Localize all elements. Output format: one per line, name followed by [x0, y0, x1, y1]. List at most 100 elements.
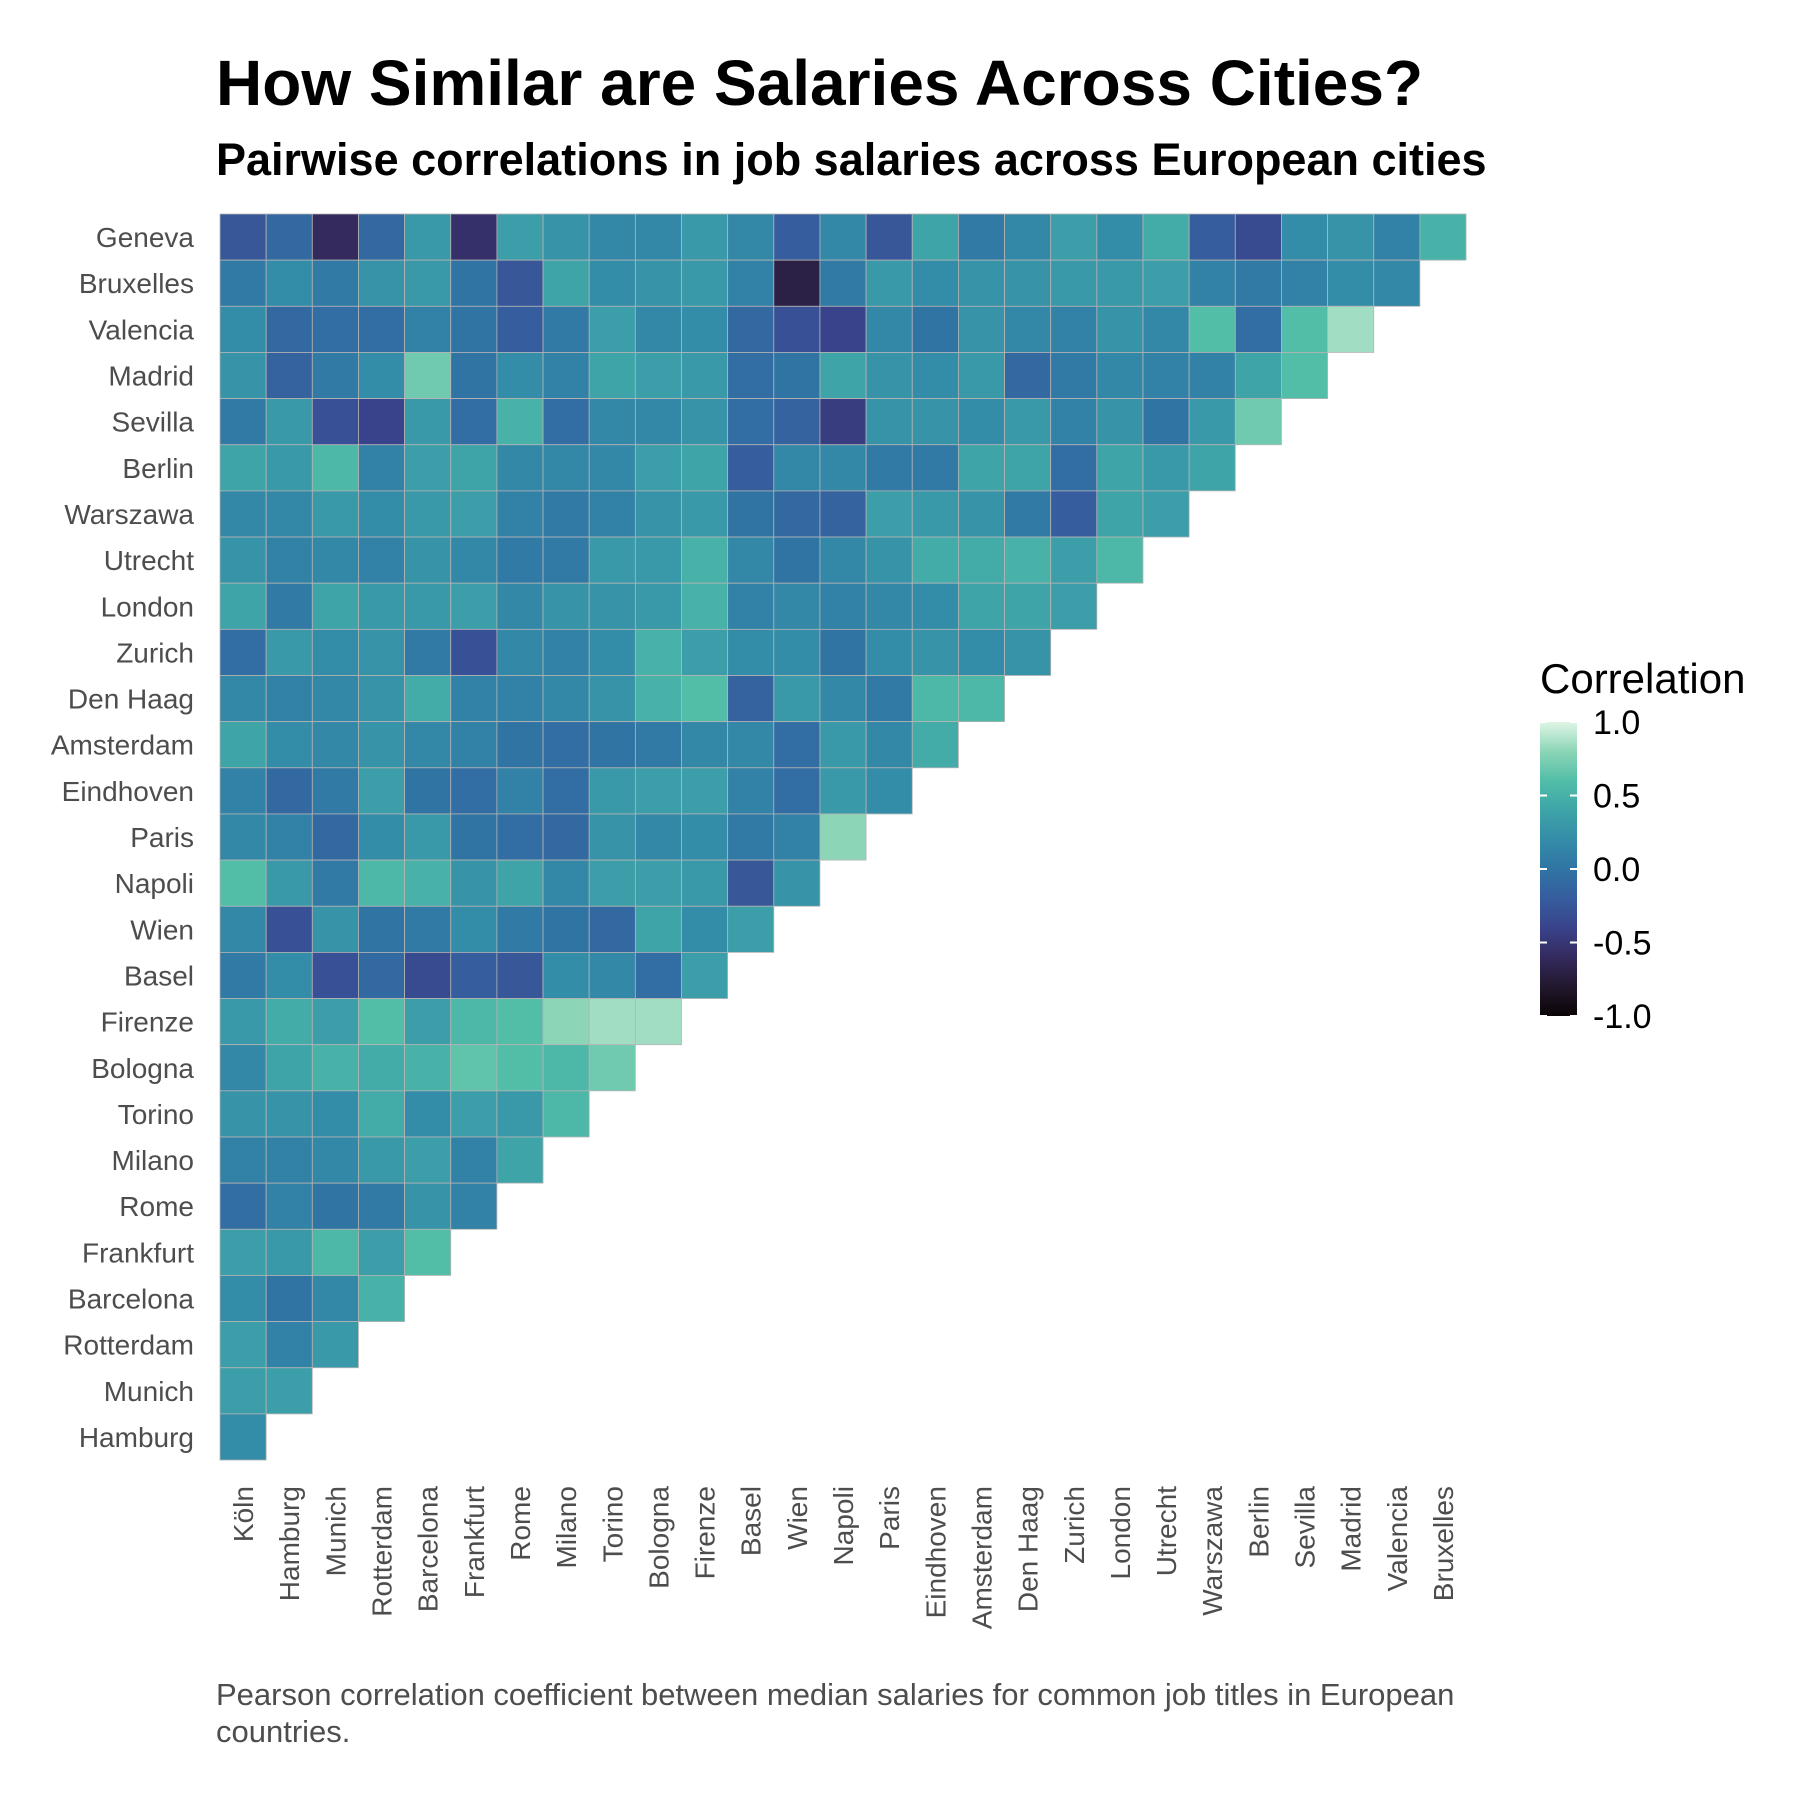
heatmap-cell — [311, 259, 359, 307]
heatmap-cell — [311, 1136, 359, 1184]
heatmap-cell — [727, 905, 775, 953]
heatmap-cell — [773, 628, 821, 676]
heatmap-cell — [727, 352, 775, 400]
heatmap-cell — [265, 675, 313, 723]
heatmap-cell — [634, 490, 682, 538]
heatmap-cell — [958, 675, 1005, 723]
heatmap-cell — [1188, 352, 1236, 400]
heatmap-cell — [958, 305, 1005, 353]
heatmap-cell — [311, 998, 359, 1046]
heatmap-cell — [865, 582, 913, 630]
heatmap-cell — [1096, 444, 1144, 492]
heatmap-cell — [1142, 259, 1190, 307]
heatmap-cell — [1234, 259, 1282, 307]
heatmap-cell — [450, 1182, 498, 1230]
x-tick-label: Paris — [874, 1486, 905, 1550]
heatmap-cell — [358, 259, 406, 307]
heatmap-cell — [958, 490, 1005, 538]
y-tick-label: Utrecht — [104, 545, 194, 576]
heatmap-cell — [773, 813, 821, 861]
heatmap-cell — [681, 536, 729, 584]
heatmap-cell — [404, 1136, 452, 1184]
heatmap-cell — [681, 444, 729, 492]
heatmap-cell — [911, 444, 959, 492]
heatmap-cell — [727, 444, 775, 492]
heatmap-cell — [358, 398, 406, 446]
heatmap-cell — [219, 213, 267, 261]
heatmap-cell — [404, 490, 452, 538]
heatmap-cell — [588, 1044, 636, 1092]
heatmap-cell — [219, 1044, 267, 1092]
chart-title: How Similar are Salaries Across Cities? — [216, 47, 1424, 119]
heatmap-cell — [219, 305, 267, 353]
y-tick-label: Sevilla — [112, 407, 195, 438]
heatmap-cell — [1234, 305, 1282, 353]
heatmap-cell — [496, 490, 544, 538]
heatmap-cell — [450, 1090, 498, 1138]
heatmap-cell — [634, 305, 682, 353]
heatmap-cell — [1142, 444, 1190, 492]
heatmap-cell — [450, 398, 498, 446]
x-tick-label: Sevilla — [1290, 1486, 1321, 1569]
heatmap-cell — [358, 813, 406, 861]
heatmap-cell — [358, 952, 406, 999]
heatmap-cell — [450, 490, 498, 538]
heatmap-cell — [311, 352, 359, 400]
heatmap-cell — [450, 582, 498, 630]
heatmap-cell — [219, 952, 267, 999]
y-tick-label: Geneva — [96, 222, 194, 253]
heatmap-cell — [911, 259, 959, 307]
heatmap-cell — [542, 905, 590, 953]
heatmap-cell — [311, 1044, 359, 1092]
heatmap-cell — [450, 675, 498, 723]
heatmap-cell — [588, 536, 636, 584]
y-tick-label: Warszawa — [64, 499, 194, 530]
y-tick-label: Madrid — [108, 361, 194, 392]
heatmap-cell — [542, 582, 590, 630]
y-axis-labels: Geneva Bruxelles Valencia Madrid Sevilla Berl… — [51, 222, 195, 1453]
heatmap-cell — [542, 213, 590, 261]
heatmap-cell — [542, 398, 590, 446]
heatmap-cell — [1188, 259, 1236, 307]
heatmap-cell — [496, 998, 544, 1046]
heatmap-cell — [958, 444, 1005, 492]
heatmap-cell — [773, 859, 821, 907]
heatmap-cell — [450, 813, 498, 861]
heatmap-cell — [1050, 352, 1098, 400]
heatmap-cell — [819, 767, 867, 815]
heatmap-cell — [311, 1228, 359, 1276]
heatmap-cell — [634, 628, 682, 676]
y-tick-label: Den Haag — [68, 684, 194, 715]
y-tick-label: Valencia — [89, 314, 195, 345]
heatmap-cell — [496, 628, 544, 676]
heatmap-cell — [1142, 490, 1190, 538]
heatmap-cell — [450, 259, 498, 307]
heatmap-cell — [681, 905, 729, 953]
heatmap-cell — [958, 213, 1005, 261]
heatmap-cell — [681, 952, 729, 999]
x-tick-label: Den Haag — [1013, 1486, 1044, 1612]
heatmap-cell — [219, 398, 267, 446]
heatmap-cell — [219, 675, 267, 723]
legend-tick-label: 0.0 — [1593, 851, 1640, 889]
heatmap-cell — [773, 305, 821, 353]
heatmap-cell — [311, 444, 359, 492]
heatmap-cell — [219, 767, 267, 815]
heatmap-cell — [404, 213, 452, 261]
heatmap-cell — [1004, 582, 1052, 630]
heatmap-cell — [819, 444, 867, 492]
chart-subtitle: Pairwise correlations in job salaries ac… — [216, 134, 1487, 185]
heatmap-cell — [358, 444, 406, 492]
heatmap-cell — [911, 721, 959, 769]
heatmap-cell — [358, 675, 406, 723]
heatmap-cell — [404, 259, 452, 307]
x-tick-label: Munich — [320, 1486, 351, 1576]
heatmap-cell — [265, 952, 313, 999]
heatmap-cell — [911, 536, 959, 584]
legend-title: Correlation — [1540, 655, 1745, 702]
heatmap-cell — [496, 582, 544, 630]
heatmap-cell — [911, 398, 959, 446]
x-tick-label: Bologna — [643, 1486, 674, 1589]
heatmap-cell — [542, 767, 590, 815]
